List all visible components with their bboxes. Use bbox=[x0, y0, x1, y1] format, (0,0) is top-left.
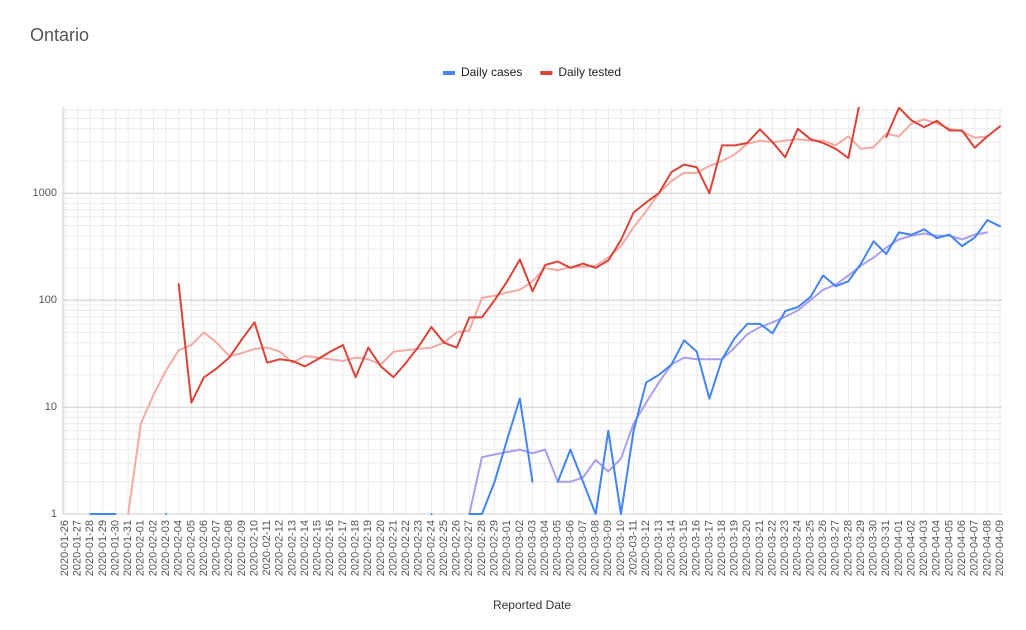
x-tick-label: 2020-03-30 bbox=[868, 520, 880, 576]
x-tick-label: 2020-03-08 bbox=[590, 520, 602, 576]
x-tick-label: 2020-03-18 bbox=[716, 520, 728, 576]
x-tick-label: 2020-02-11 bbox=[261, 520, 273, 575]
data-line bbox=[177, 107, 1001, 404]
data-line bbox=[89, 219, 1001, 515]
x-tick-label: 2020-02-15 bbox=[312, 520, 324, 576]
x-tick-label: 2020-02-17 bbox=[337, 520, 349, 576]
x-tick-label: 2020-03-07 bbox=[577, 520, 589, 576]
x-tick-label: 2020-01-28 bbox=[84, 520, 96, 576]
x-tick-label: 2020-02-27 bbox=[463, 520, 475, 576]
grid bbox=[62, 107, 1002, 515]
x-tick-label: 2020-03-03 bbox=[526, 520, 538, 576]
x-tick-label: 2020-02-21 bbox=[387, 520, 399, 576]
x-tick-label: 2020-04-04 bbox=[931, 520, 943, 576]
x-tick-label: 2020-02-01 bbox=[135, 520, 147, 576]
x-tick-label: 2020-04-03 bbox=[918, 520, 930, 576]
trend-line bbox=[127, 118, 989, 515]
x-tick-label: 2020-03-23 bbox=[779, 520, 791, 576]
x-tick-label: 2020-03-04 bbox=[539, 520, 551, 576]
x-tick-label: 2020-03-27 bbox=[830, 520, 842, 576]
x-tick-label: 2020-02-02 bbox=[147, 520, 159, 576]
x-tick-label: 2020-02-12 bbox=[274, 520, 286, 576]
x-tick-label: 2020-02-26 bbox=[451, 520, 463, 576]
x-tick-label: 2020-02-03 bbox=[160, 520, 172, 576]
x-tick-label: 2020-03-12 bbox=[640, 520, 652, 576]
x-tick-label: 2020-03-11 bbox=[627, 520, 639, 575]
x-tick-label: 2020-03-22 bbox=[766, 520, 778, 576]
chart-title: Ontario bbox=[30, 25, 89, 45]
y-tick-label: 10 bbox=[45, 401, 57, 413]
legend-swatch bbox=[540, 71, 553, 75]
x-tick-label: 2020-02-04 bbox=[173, 520, 185, 576]
x-tick-label: 2020-01-29 bbox=[97, 520, 109, 576]
x-tick-label: 2020-03-19 bbox=[729, 520, 741, 576]
x-tick-label: 2020-02-16 bbox=[324, 520, 336, 576]
x-tick-label: 2020-02-05 bbox=[185, 520, 197, 576]
x-tick-label: 2020-02-24 bbox=[425, 520, 437, 576]
x-tick-label: 2020-03-14 bbox=[665, 520, 677, 576]
y-tick-label: 1 bbox=[51, 508, 57, 520]
x-tick-label: 2020-03-28 bbox=[842, 520, 854, 576]
x-tick-label: 2020-02-13 bbox=[286, 520, 298, 576]
x-tick-label: 2020-03-29 bbox=[855, 520, 867, 576]
legend-label: Daily tested bbox=[558, 65, 621, 79]
legend: Daily cases Daily tested bbox=[442, 65, 621, 79]
x-tick-label: 2020-02-06 bbox=[198, 520, 210, 576]
legend-item: Daily tested bbox=[540, 65, 621, 79]
trend-line bbox=[468, 231, 989, 515]
x-tick-label: 2020-02-09 bbox=[236, 520, 248, 576]
x-tick-label: 2020-02-20 bbox=[375, 520, 387, 576]
x-tick-label: 2020-01-26 bbox=[59, 520, 71, 576]
x-tick-label: 2020-03-09 bbox=[602, 520, 614, 576]
x-tick-label: 2020-03-17 bbox=[703, 520, 715, 576]
x-tick-label: 2020-04-01 bbox=[893, 520, 905, 576]
x-tick-label: 2020-03-13 bbox=[653, 520, 665, 576]
x-tick-label: 2020-02-07 bbox=[211, 520, 223, 576]
x-tick-label: 2020-02-14 bbox=[299, 520, 311, 576]
x-tick-label: 2020-03-01 bbox=[501, 520, 513, 576]
x-tick-label: 2020-03-10 bbox=[615, 520, 627, 576]
x-tick-label: 2020-03-31 bbox=[880, 520, 892, 576]
x-tick-label: 2020-03-15 bbox=[678, 520, 690, 576]
x-tick-label: 2020-04-08 bbox=[981, 520, 993, 576]
x-tick-label: 2020-02-08 bbox=[223, 520, 235, 576]
x-tick-label: 2020-03-21 bbox=[754, 520, 766, 576]
x-tick-label: 2020-02-22 bbox=[400, 520, 412, 576]
legend-swatch bbox=[442, 71, 455, 75]
y-tick-label: 1000 bbox=[33, 187, 57, 199]
x-tick-label: 2020-03-02 bbox=[514, 520, 526, 576]
x-tick-label: 2020-01-30 bbox=[109, 520, 121, 576]
x-axis-title: Reported Date bbox=[493, 598, 571, 612]
y-tick-label: 100 bbox=[39, 294, 57, 306]
x-tick-label: 2020-03-24 bbox=[792, 520, 804, 576]
x-tick-label: 2020-03-05 bbox=[552, 520, 564, 576]
x-tick-label: 2020-02-10 bbox=[248, 520, 260, 576]
x-tick-label: 2020-03-25 bbox=[804, 520, 816, 576]
x-tick-label: 2020-01-27 bbox=[72, 520, 84, 576]
x-tick-label: 2020-01-31 bbox=[122, 520, 134, 576]
x-tick-label: 2020-02-29 bbox=[489, 520, 501, 576]
legend-label: Daily cases bbox=[461, 65, 522, 79]
x-tick-label: 2020-04-06 bbox=[956, 520, 968, 576]
x-tick-label: 2020-02-18 bbox=[350, 520, 362, 576]
x-tick-label: 2020-02-23 bbox=[413, 520, 425, 576]
x-tick-label: 2020-02-19 bbox=[362, 520, 374, 576]
plot-area bbox=[89, 107, 1001, 515]
x-tick-label: 2020-04-05 bbox=[943, 520, 955, 576]
x-tick-label: 2020-04-07 bbox=[969, 520, 981, 576]
x-tick-label: 2020-03-16 bbox=[691, 520, 703, 576]
x-tick-label: 2020-03-26 bbox=[817, 520, 829, 576]
x-tick-label: 2020-04-02 bbox=[905, 520, 917, 576]
x-tick-label: 2020-03-06 bbox=[564, 520, 576, 576]
legend-item: Daily cases bbox=[442, 65, 522, 79]
x-tick-label: 2020-04-09 bbox=[994, 520, 1006, 576]
x-tick-label: 2020-02-25 bbox=[438, 520, 450, 576]
x-tick-label: 2020-03-20 bbox=[741, 520, 753, 576]
x-tick-label: 2020-02-28 bbox=[476, 520, 488, 576]
